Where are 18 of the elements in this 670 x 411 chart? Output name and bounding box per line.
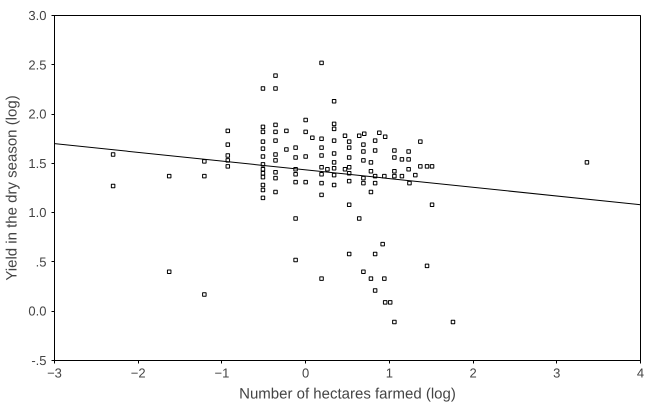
x-tick-label: 4 <box>636 366 644 380</box>
y-tick-label: 3.0 <box>28 8 47 23</box>
y-tick-label: 2.5 <box>28 57 47 72</box>
y-tick-label: 2.0 <box>28 106 47 122</box>
y-tick-label: -.5 <box>31 353 46 368</box>
y-tick-label: .5 <box>36 254 46 270</box>
x-tick-label: −1 <box>214 366 230 380</box>
y-axis-title: Yield in the dry season (log) <box>3 95 20 281</box>
y-tick-label: 1.5 <box>28 156 47 171</box>
x-tick-label: 0 <box>302 366 310 380</box>
x-tick-label: 3 <box>553 366 560 380</box>
x-tick-label: −3 <box>47 366 62 380</box>
x-tick-label: −2 <box>130 366 146 380</box>
x-axis-title: Number of hectares farmed (log) <box>239 386 456 402</box>
y-tick-label: 1.0 <box>28 205 47 220</box>
x-tick-label: 2 <box>469 366 477 380</box>
y-tick-label: 0.0 <box>28 304 47 319</box>
x-tick-label: 1 <box>386 366 393 380</box>
